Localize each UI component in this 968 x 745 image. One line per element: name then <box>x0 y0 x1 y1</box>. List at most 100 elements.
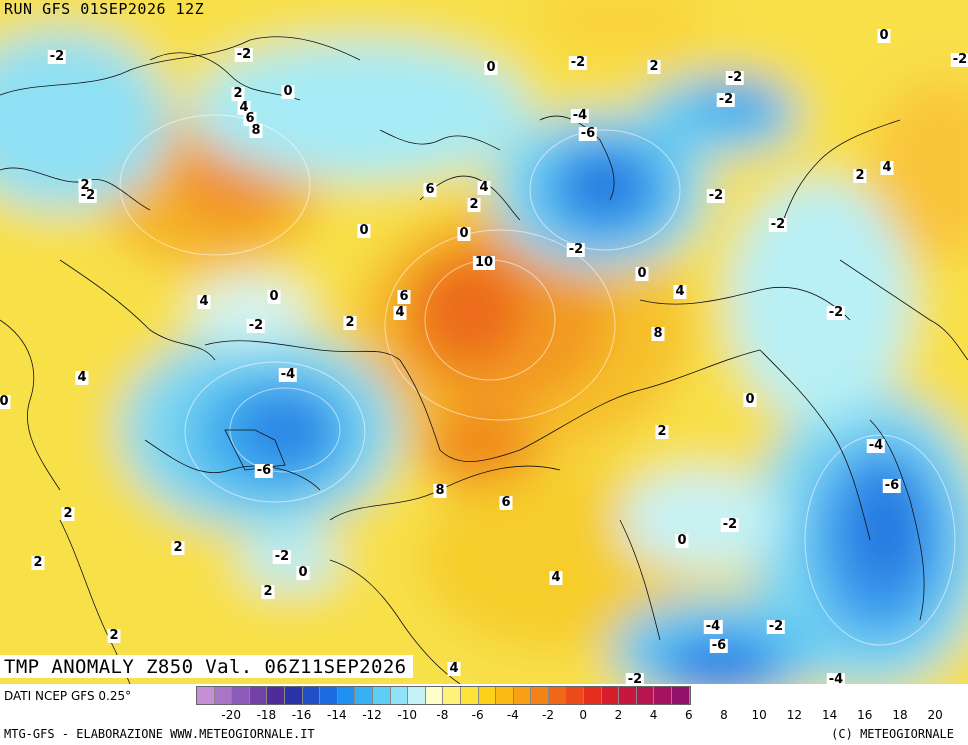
contour-label: 0 <box>281 84 295 99</box>
contour-label: -2 <box>768 217 788 232</box>
data-source-label: DATI NCEP GFS 0.25° <box>4 689 132 703</box>
contour-label: 6 <box>499 495 513 510</box>
contour-label: 6 <box>423 182 437 197</box>
contour-label: -2 <box>716 92 736 107</box>
color-scale-tick-label: -2 <box>542 708 554 722</box>
color-scale-swatch <box>531 687 549 704</box>
contour-label: -2 <box>766 619 786 634</box>
color-scale-ticks: -20 -18 -16 -14 -12 -10 -8 -6 -4 -2 0 2 4 6 8 10 12 14 16 1… <box>196 708 968 722</box>
contour-label: 2 <box>343 315 357 330</box>
contour-label: -2 <box>706 188 726 203</box>
contour-label: -2 <box>826 305 846 320</box>
contour-label: -2 <box>625 673 645 684</box>
contour-label: 8 <box>651 326 665 341</box>
contour-label: -2 <box>47 49 67 64</box>
color-scale-tick-label: 0 <box>579 708 588 722</box>
contour-label: 2 <box>171 540 185 555</box>
contour-label: 4 <box>447 661 461 676</box>
temperature-anomaly-map: RUN GFS 01SEP2026 12Z -2 -2 0 -2 2 -2 0 -2 2 0 4 6 8… <box>0 0 968 684</box>
contour-label: -2 <box>725 70 745 85</box>
color-scale-swatch <box>320 687 338 704</box>
contour-label: -4 <box>866 438 886 453</box>
color-scale-swatch <box>566 687 585 704</box>
color-scale-swatch <box>214 687 233 704</box>
color-scale-tick-label: 4 <box>649 708 658 722</box>
contour-label: 0 <box>484 60 498 75</box>
contour-label: -6 <box>254 463 274 478</box>
contour-label: -2 <box>78 188 98 203</box>
color-scale-tick-label: 16 <box>857 708 873 722</box>
color-scale-swatch <box>197 687 215 704</box>
color-scale-swatch <box>636 687 655 704</box>
map-canvas <box>0 0 968 684</box>
color-scale-swatch <box>513 687 532 704</box>
contour-label: 2 <box>231 86 245 101</box>
color-scale-swatch <box>601 687 620 704</box>
color-scale-tick-label: -6 <box>471 708 484 722</box>
contour-label: -6 <box>709 638 729 653</box>
contour-label: 0 <box>457 226 471 241</box>
contour-label: 4 <box>393 305 407 320</box>
contour-label: -2 <box>234 47 254 62</box>
copyright-credit: (C) METEOGIORNALE <box>831 727 954 741</box>
run-label: RUN GFS 01SEP2026 12Z <box>4 0 205 18</box>
color-scale-tick-label: -4 <box>506 708 519 722</box>
contour-label: -2 <box>272 549 292 564</box>
contour-label: 2 <box>853 168 867 183</box>
color-scale-swatch <box>619 687 637 704</box>
contour-lines <box>119 114 956 646</box>
legend-footer: DATI NCEP GFS 0.25° -20 -18 -16 -14 -12 -10 -8… <box>0 684 968 745</box>
color-scale-swatch <box>425 687 444 704</box>
contour-label: 2 <box>61 506 75 521</box>
color-scale-swatch <box>672 687 690 704</box>
color-scale-swatch <box>548 687 567 704</box>
contour-label: 6 <box>397 289 411 304</box>
color-scale-swatch <box>337 687 356 704</box>
contour-label: -4 <box>703 619 723 634</box>
contour-label: 2 <box>647 59 661 74</box>
contour-label: 0 <box>357 223 371 238</box>
color-scale-tick-label: -14 <box>326 708 347 722</box>
contour-label: -4 <box>278 367 298 382</box>
contour-label: 0 <box>743 392 757 407</box>
color-scale-tick-label: -12 <box>362 708 382 722</box>
land-boundaries <box>0 36 968 684</box>
contour-label: 0 <box>0 395 11 409</box>
color-scale-tick-label: 18 <box>892 708 908 722</box>
contour-label: 4 <box>549 570 563 585</box>
contour-label: 4 <box>237 100 251 115</box>
contour-label: 2 <box>655 424 669 439</box>
contour-label: 2 <box>107 628 121 643</box>
contour-label: 4 <box>75 370 89 385</box>
color-scale-swatch <box>284 687 303 704</box>
field-title: TMP ANOMALY Z850 Val. 06Z11SEP2026 <box>0 655 413 678</box>
contour-label: 2 <box>261 584 275 599</box>
color-scale-tick-label: 6 <box>684 708 693 722</box>
color-scale-tick-label: 10 <box>751 708 767 722</box>
contour-label: 2 <box>467 197 481 212</box>
color-scale-bar <box>196 686 691 705</box>
color-scale-swatch <box>302 687 321 704</box>
contour-label: -4 <box>570 108 590 123</box>
contour-label: 8 <box>433 483 447 498</box>
contour-label: 4 <box>477 180 491 195</box>
contour-label: -2 <box>566 242 586 257</box>
contour-label: 0 <box>267 289 281 304</box>
color-scale-swatch <box>372 687 391 704</box>
contour-label: 0 <box>296 565 310 580</box>
contour-label: -6 <box>578 126 598 141</box>
color-scale-tick-label: -8 <box>436 708 449 722</box>
color-scale-swatch <box>267 687 285 704</box>
contour-label: -2 <box>568 55 588 70</box>
contour-label: 4 <box>880 160 894 175</box>
color-scale-swatch <box>232 687 250 704</box>
color-scale-tick-label: -20 <box>221 708 241 722</box>
color-scale-tick-label: 2 <box>614 708 623 722</box>
color-scale-swatch <box>460 687 479 704</box>
processing-credit: MTG-GFS - ELABORAZIONE WWW.METEOGIORNALE… <box>4 727 315 741</box>
color-scale-swatch <box>654 687 673 704</box>
color-scale-swatch <box>584 687 602 704</box>
contour-label: 10 <box>472 255 496 270</box>
color-scale-tick-label: -18 <box>256 708 277 722</box>
color-scale-tick-label: 8 <box>720 708 728 722</box>
